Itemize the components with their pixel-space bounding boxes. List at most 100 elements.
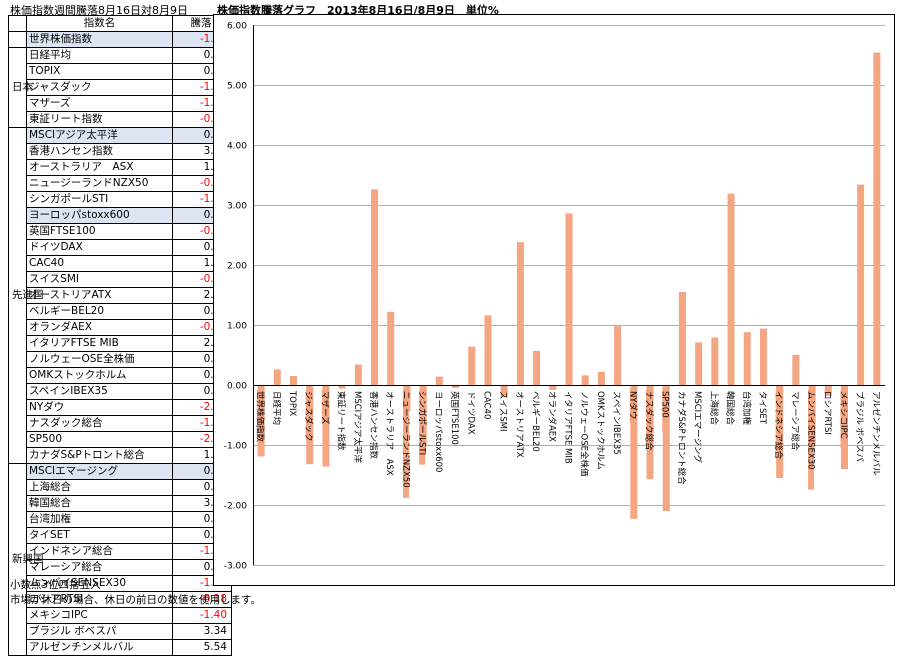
bar [759, 328, 767, 385]
table-row: スイスSMI-0.20 [9, 271, 232, 288]
index-change: 5.54 [172, 639, 232, 656]
x-tick-label: ベルギーBEL20 [530, 391, 540, 452]
bar [371, 189, 379, 385]
index-name: CAC40 [26, 255, 173, 272]
group-label: 新興国 [8, 463, 44, 656]
bar [273, 369, 281, 385]
bar [711, 337, 719, 385]
x-label-highlight [321, 390, 328, 424]
bar [597, 371, 605, 385]
bar [873, 52, 881, 385]
y-tick-label: 2.00 [227, 262, 247, 272]
index-name: NYダウ [26, 399, 173, 416]
x-label-highlight [629, 390, 636, 424]
change-bar-chart: -3.00 -2.00 -1.00 0.00 1.00 2.00 3.00 4.00 5.00 6… [213, 14, 895, 586]
header-name: 指数名 [26, 15, 173, 32]
bar [857, 184, 865, 385]
index-name: ノルウェーOSE全株価 [26, 351, 173, 368]
bar [290, 376, 298, 385]
x-tick-label: シンガポールSTI [417, 391, 428, 455]
x-tick-label: ブラジル ボベスパ [854, 391, 865, 462]
bar [387, 311, 395, 385]
y-tick-label: 4.00 [227, 142, 247, 152]
table-row: ドイツDAX0.64 [9, 239, 232, 256]
bar [792, 355, 800, 385]
index-name: ドイツDAX [26, 239, 173, 256]
index-name: カナダS&Pトロント総合 [26, 447, 173, 464]
table-row: NYダウ-2.23 [9, 399, 232, 416]
chart-title: 株価指数騰落グラフ 2013年8月16日/8月9日 単位% [217, 4, 499, 17]
table-row: 英国FTSE100-0.05 [9, 223, 232, 240]
x-label-highlight [419, 390, 426, 465]
bar [662, 385, 670, 511]
index-name: 韓国総合 [26, 495, 173, 512]
x-tick-label: 韓国総合 [725, 391, 736, 426]
table-row: スペインIBEX350.98 [9, 383, 232, 400]
x-tick-label: アルゼンチンメルバル [870, 391, 881, 476]
index-name: 香港ハンセン指数 [26, 143, 173, 160]
group-label: 先進国 [8, 127, 44, 464]
table-row: 先進国MSCIアジア太平洋0.34 [8, 127, 232, 464]
x-tick-label: OMKストックホルム [595, 391, 605, 470]
table-row: カナダS&Pトロント総合1.55 [9, 447, 232, 464]
index-change: 3.34 [172, 623, 232, 640]
table-row: オランダAEX-0.08 [9, 319, 232, 336]
y-tick-label: 1.00 [227, 322, 247, 332]
index-name: OMKストックホルム [26, 367, 173, 384]
table-row: ロシアRTSI -0.18 [9, 591, 232, 608]
index-change: -1.40 [172, 607, 232, 624]
table-row: マレーシア総合0.50 [9, 559, 232, 576]
index-name: ヨーロッパstoxx600 [26, 207, 173, 224]
bar [581, 375, 589, 385]
x-tick-label: マレーシア総合 [789, 391, 800, 451]
x-tick-label: ムンバイSENSEX30 [806, 391, 816, 470]
table-row: OMKストックホルム0.22 [9, 367, 232, 384]
table-row: ジャスダック-1.32 [9, 79, 232, 96]
index-name: オランダAEX [26, 319, 173, 336]
x-tick-label: 世界株価指数 [255, 391, 266, 443]
y-tick-label: 5.00 [227, 82, 247, 92]
x-tick-label: インドネシア総合 [773, 391, 784, 460]
x-tick-label: MSCIエマージング [692, 391, 703, 464]
group-label: 日本 [8, 47, 33, 128]
bar [354, 364, 362, 385]
x-tick-label: イタリアFTSE MIB [563, 391, 573, 464]
bar [824, 385, 832, 396]
index-name: イタリアFTSE MIB [26, 335, 173, 352]
index-name: TOPIX [26, 63, 173, 80]
bar [516, 242, 524, 385]
bar [435, 376, 443, 385]
x-label-highlight [305, 390, 312, 440]
y-tick-label: 0.00 [227, 382, 247, 392]
x-label-highlight [775, 390, 782, 457]
table-title: 株価指数週間騰落8月16日対8月9日 [10, 4, 188, 17]
chart-border [213, 14, 895, 586]
x-tick-label: ドイツDAX [465, 391, 475, 435]
index-name: オーストラリア ASX [26, 159, 173, 176]
x-label-highlight [662, 390, 669, 432]
y-tick-label: -2.00 [224, 502, 248, 512]
table-row: シンガポールSTI-1.00 [9, 191, 232, 208]
x-tick-label: NYダウ [627, 391, 638, 420]
bar [549, 385, 557, 390]
index-name: マザーズ [26, 95, 173, 112]
index-name: インドネシア総合 [26, 543, 173, 560]
bar [468, 346, 476, 385]
table-row: マザーズ-1.36 [9, 95, 232, 112]
x-label-highlight [840, 390, 847, 449]
y-tick-label: -1.00 [224, 442, 248, 452]
table-row: 東証リート指数-0.06 [9, 111, 232, 128]
x-tick-label: ヨーロッパstoxx600 [433, 391, 443, 473]
table-row: 台湾加権0.88 [9, 511, 232, 528]
x-tick-label: ジャスダック [303, 391, 314, 442]
x-tick-label: SP500 [660, 391, 670, 418]
table-row: ナスダック総合-1.57 [9, 415, 232, 432]
table-row: メキシコIPC -1.40 [9, 607, 232, 624]
bar [322, 385, 330, 467]
index-name: ニュージーランドNZX50 [26, 175, 173, 192]
x-tick-label: カナダS&Pトロント総合 [676, 391, 687, 485]
bar [630, 385, 638, 519]
table-row: 新興国MSCIエマージング0.71 [8, 463, 232, 656]
bar [743, 332, 751, 385]
index-table: 指数名騰落世界株価指数-1.19日本日経平均0.26TOPIX0.15ジャスダッ… [8, 15, 232, 656]
